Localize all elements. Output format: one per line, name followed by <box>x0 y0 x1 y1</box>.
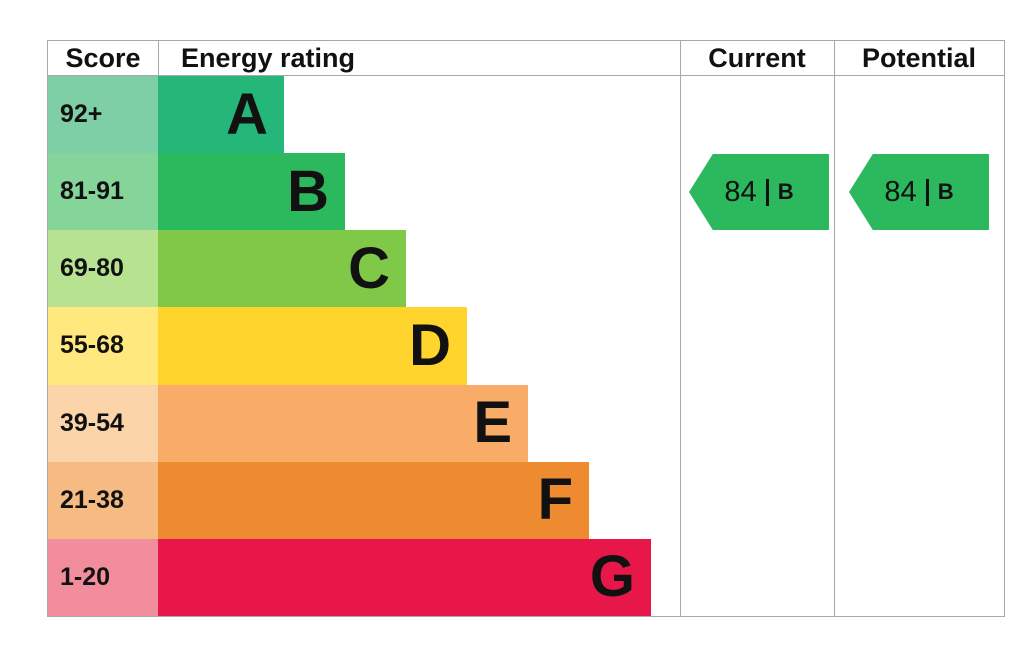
current-column-header: Current <box>708 42 806 73</box>
band-score-range: 69-80 <box>48 230 158 308</box>
potential-rating-letter: B <box>937 179 954 204</box>
band-row-c: 69-80 C <box>48 230 1004 308</box>
chart-header-row: Score Energy rating Current Potential <box>48 41 1004 76</box>
band-bar-d: D <box>158 307 467 385</box>
band-score-range: 55-68 <box>48 307 158 385</box>
band-score-range: 39-54 <box>48 384 158 462</box>
potential-column-header: Potential <box>861 42 976 73</box>
potential-rating-value: 84 <box>884 175 917 208</box>
band-letter-a: A <box>226 81 268 147</box>
band-row-b: 81-91 B <box>48 153 1004 231</box>
potential-column-divider <box>834 41 835 616</box>
current-rating-letter: B <box>777 179 794 204</box>
current-rating-divider-bar <box>765 178 769 206</box>
band-letter-c: C <box>348 235 390 301</box>
band-row-d: 55-68 D <box>48 307 1004 385</box>
current-rating-arrow: 84 B <box>689 154 829 230</box>
band-row-a: 92+ A <box>48 76 1004 154</box>
band-letter-d: D <box>409 312 451 378</box>
band-score-range: 1-20 <box>48 538 158 616</box>
band-letter-b: B <box>287 158 329 224</box>
band-letter-g: G <box>589 544 635 610</box>
band-bar-g: G <box>158 538 651 616</box>
band-row-f: 21-38 F <box>48 461 1004 539</box>
current-rating-value: 84 <box>724 175 757 208</box>
band-score-range: 21-38 <box>48 461 158 539</box>
band-score-range: 92+ <box>48 76 158 154</box>
band-letter-e: E <box>473 390 512 456</box>
band-letter-f: F <box>537 467 573 533</box>
band-bar-b: B <box>158 153 345 231</box>
current-column-divider <box>680 41 681 616</box>
band-bar-c: C <box>158 230 406 308</box>
band-bar-e: E <box>158 384 528 462</box>
band-bar-f: F <box>158 461 589 539</box>
band-bar-a: A <box>158 76 284 154</box>
potential-rating-divider-bar <box>925 178 929 206</box>
epc-rating-chart: Score Energy rating Current Potential 92… <box>47 40 1005 617</box>
band-row-e: 39-54 E <box>48 384 1004 462</box>
potential-rating-arrow: 84 B <box>849 154 989 230</box>
score-column-header: Score <box>65 42 141 73</box>
band-row-g: 1-20 G <box>48 538 1004 616</box>
rating-bands: 92+ A 81-91 B 69-80 C 55-68 D 39-54 E 21-38 F 1-20 G <box>48 76 1004 616</box>
energy-rating-column-header: Energy rating <box>181 42 356 73</box>
band-score-range: 81-91 <box>48 153 158 231</box>
score-column-divider <box>158 41 159 75</box>
